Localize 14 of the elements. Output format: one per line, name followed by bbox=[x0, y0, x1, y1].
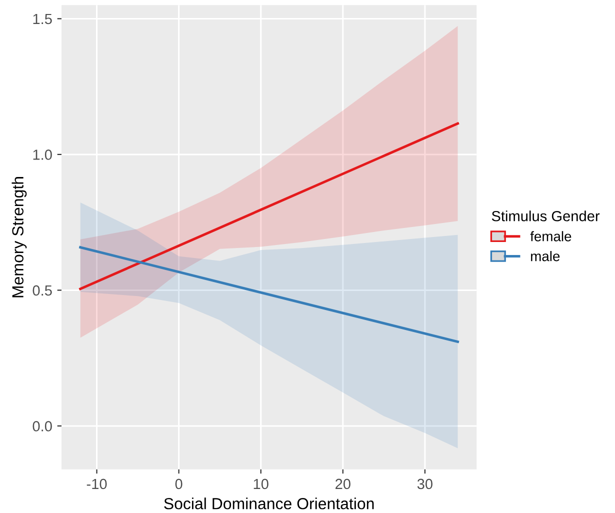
y-tick-label: 0.5 bbox=[32, 285, 52, 296]
y-tick-label: 1.0 bbox=[33, 150, 52, 160]
x-axis-title: Social Dominance Orientation bbox=[164, 498, 374, 510]
x-tick-label: 30 bbox=[417, 478, 432, 490]
legend-label: female bbox=[530, 231, 572, 242]
x-tick-label: 10 bbox=[254, 478, 268, 490]
y-tick-label: 1.5 bbox=[33, 14, 52, 24]
y-axis-title: Memory Strength bbox=[12, 177, 27, 298]
x-tick-label: -10 bbox=[86, 478, 107, 490]
y-tick-label: 0.0 bbox=[32, 421, 52, 432]
legend-title: Stimulus Gender bbox=[492, 210, 600, 222]
x-tick-label: 0 bbox=[175, 478, 182, 490]
x-tick-label: 20 bbox=[336, 478, 350, 490]
legend-label: male bbox=[531, 251, 560, 262]
